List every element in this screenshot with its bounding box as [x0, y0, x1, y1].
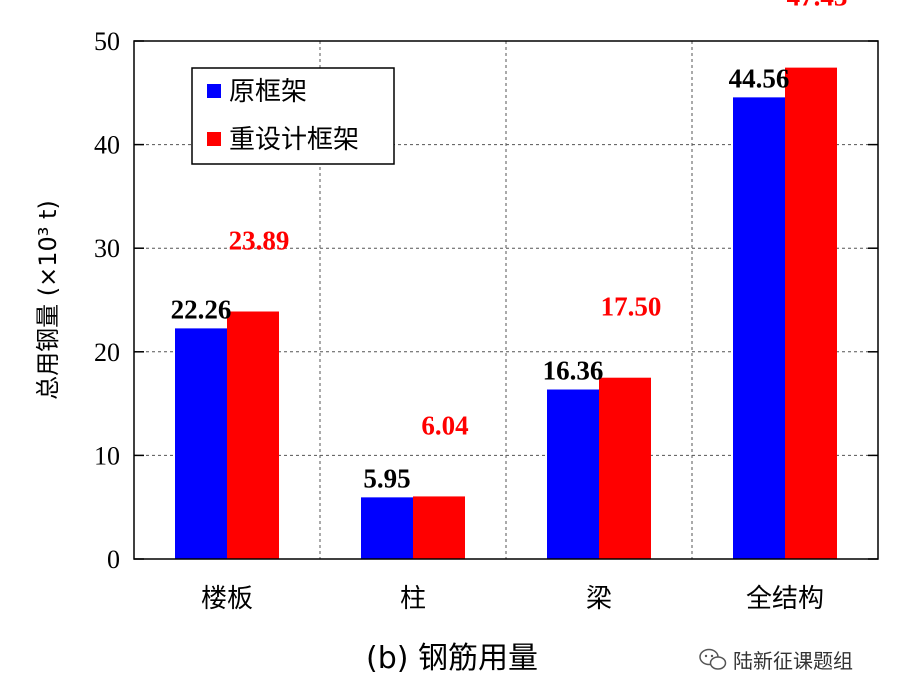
bar-redesign [599, 377, 651, 559]
data-label: 47.43 [787, 0, 848, 12]
bar-redesign [785, 67, 837, 560]
data-label: 44.56 [729, 63, 790, 93]
legend-box [191, 67, 395, 165]
bar-original [733, 97, 785, 559]
y-axis-ticks: 0 10 20 30 40 50 [94, 27, 878, 574]
data-label: 23.89 [229, 225, 290, 255]
bars [175, 67, 837, 560]
data-label: 22.26 [171, 294, 232, 324]
bar-original [361, 497, 413, 559]
watermark: 陆新征课题组 [699, 648, 853, 673]
data-label: 6.04 [421, 410, 468, 440]
watermark-text: 陆新征课题组 [733, 649, 853, 673]
legend-label-original: 原框架 [229, 77, 307, 107]
y-tick-label: 40 [94, 131, 120, 160]
legend: 原框架 重设计框架 [191, 67, 395, 165]
y-tick-label: 30 [94, 234, 120, 263]
wechat-icon [699, 648, 727, 670]
plot-area-frame [133, 40, 879, 560]
y-tick-label: 10 [94, 441, 120, 470]
bar-redesign [413, 496, 465, 559]
y-tick-label: 0 [107, 545, 120, 574]
legend-swatch-original [207, 84, 221, 98]
x-category-label: 楼板 [201, 584, 253, 614]
legend-swatch-redesign [207, 132, 221, 146]
y-axis-label: 总用钢量 (×10³ t) [34, 200, 62, 400]
data-label: 16.36 [543, 356, 604, 386]
x-axis-categories: 楼板 柱 梁 全结构 [201, 584, 824, 614]
x-category-label: 全结构 [746, 584, 824, 614]
data-label: 17.50 [601, 292, 662, 322]
bar-original [175, 328, 227, 559]
y-tick-label: 50 [94, 27, 120, 56]
x-category-label: 柱 [400, 584, 426, 614]
bar-redesign [227, 311, 279, 559]
x-category-label: 梁 [586, 584, 612, 614]
figure-caption: (b) 钢筋用量 [366, 641, 538, 676]
y-tick-label: 20 [94, 338, 120, 367]
legend-label-redesign: 重设计框架 [229, 125, 359, 155]
bar-original [547, 389, 599, 559]
data-labels: 22.26 23.89 5.95 6.04 16.36 17.50 44.56 47.43 [171, 0, 848, 493]
data-label: 5.95 [363, 463, 410, 493]
